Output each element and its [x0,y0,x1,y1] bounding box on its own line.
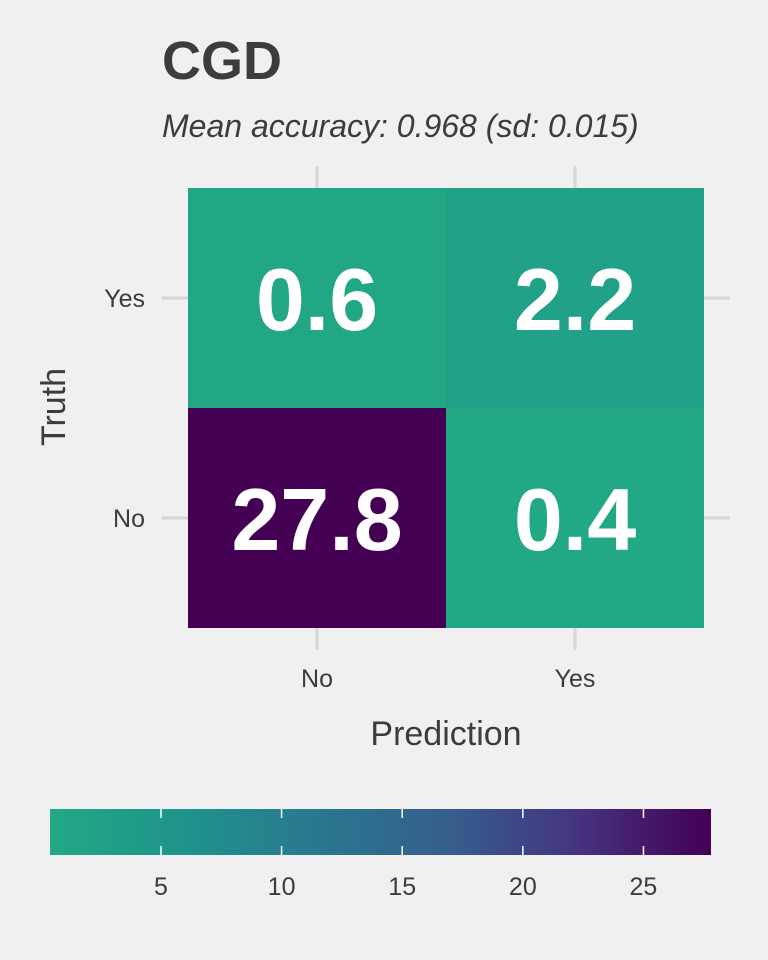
y-tick-label: No [113,505,145,533]
colorbar-tick-label: 10 [268,873,296,901]
colorbar-tick-label: 5 [154,873,168,901]
colorbar-tick-label: 25 [630,873,658,901]
chart-title: CGD [162,31,282,91]
heatmap-cell [446,408,704,628]
cell-value-label: 2.2 [514,250,636,349]
y-tick-label: Yes [104,285,145,313]
cell-value-label: 27.8 [231,470,402,569]
colorbar-gradient [50,809,711,855]
colorbar-tick-label: 20 [509,873,537,901]
heatmap-cell [188,408,446,628]
colorbar-legend: 5 10 15 20 25 [50,809,711,901]
cell-value-label: 0.4 [514,470,636,569]
x-axis-title: Prediction [370,715,521,753]
x-axis-tick-labels: No Yes [301,665,595,693]
chart-subtitle: Mean accuracy: 0.968 (sd: 0.015) [162,108,639,144]
x-tick-label: No [301,665,333,693]
heatmap-cell-labels: 0.6 2.2 27.8 0.4 [231,250,636,569]
cell-value-label: 0.6 [256,250,378,349]
heatmap-cells [188,188,704,628]
x-tick-label: Yes [555,665,596,693]
heatmap-cell [188,188,446,408]
y-axis-tick-labels: No Yes [104,285,145,533]
colorbar-tick-label: 15 [388,873,416,901]
heatmap-cell [446,188,704,408]
y-axis-title: Truth [35,368,73,446]
